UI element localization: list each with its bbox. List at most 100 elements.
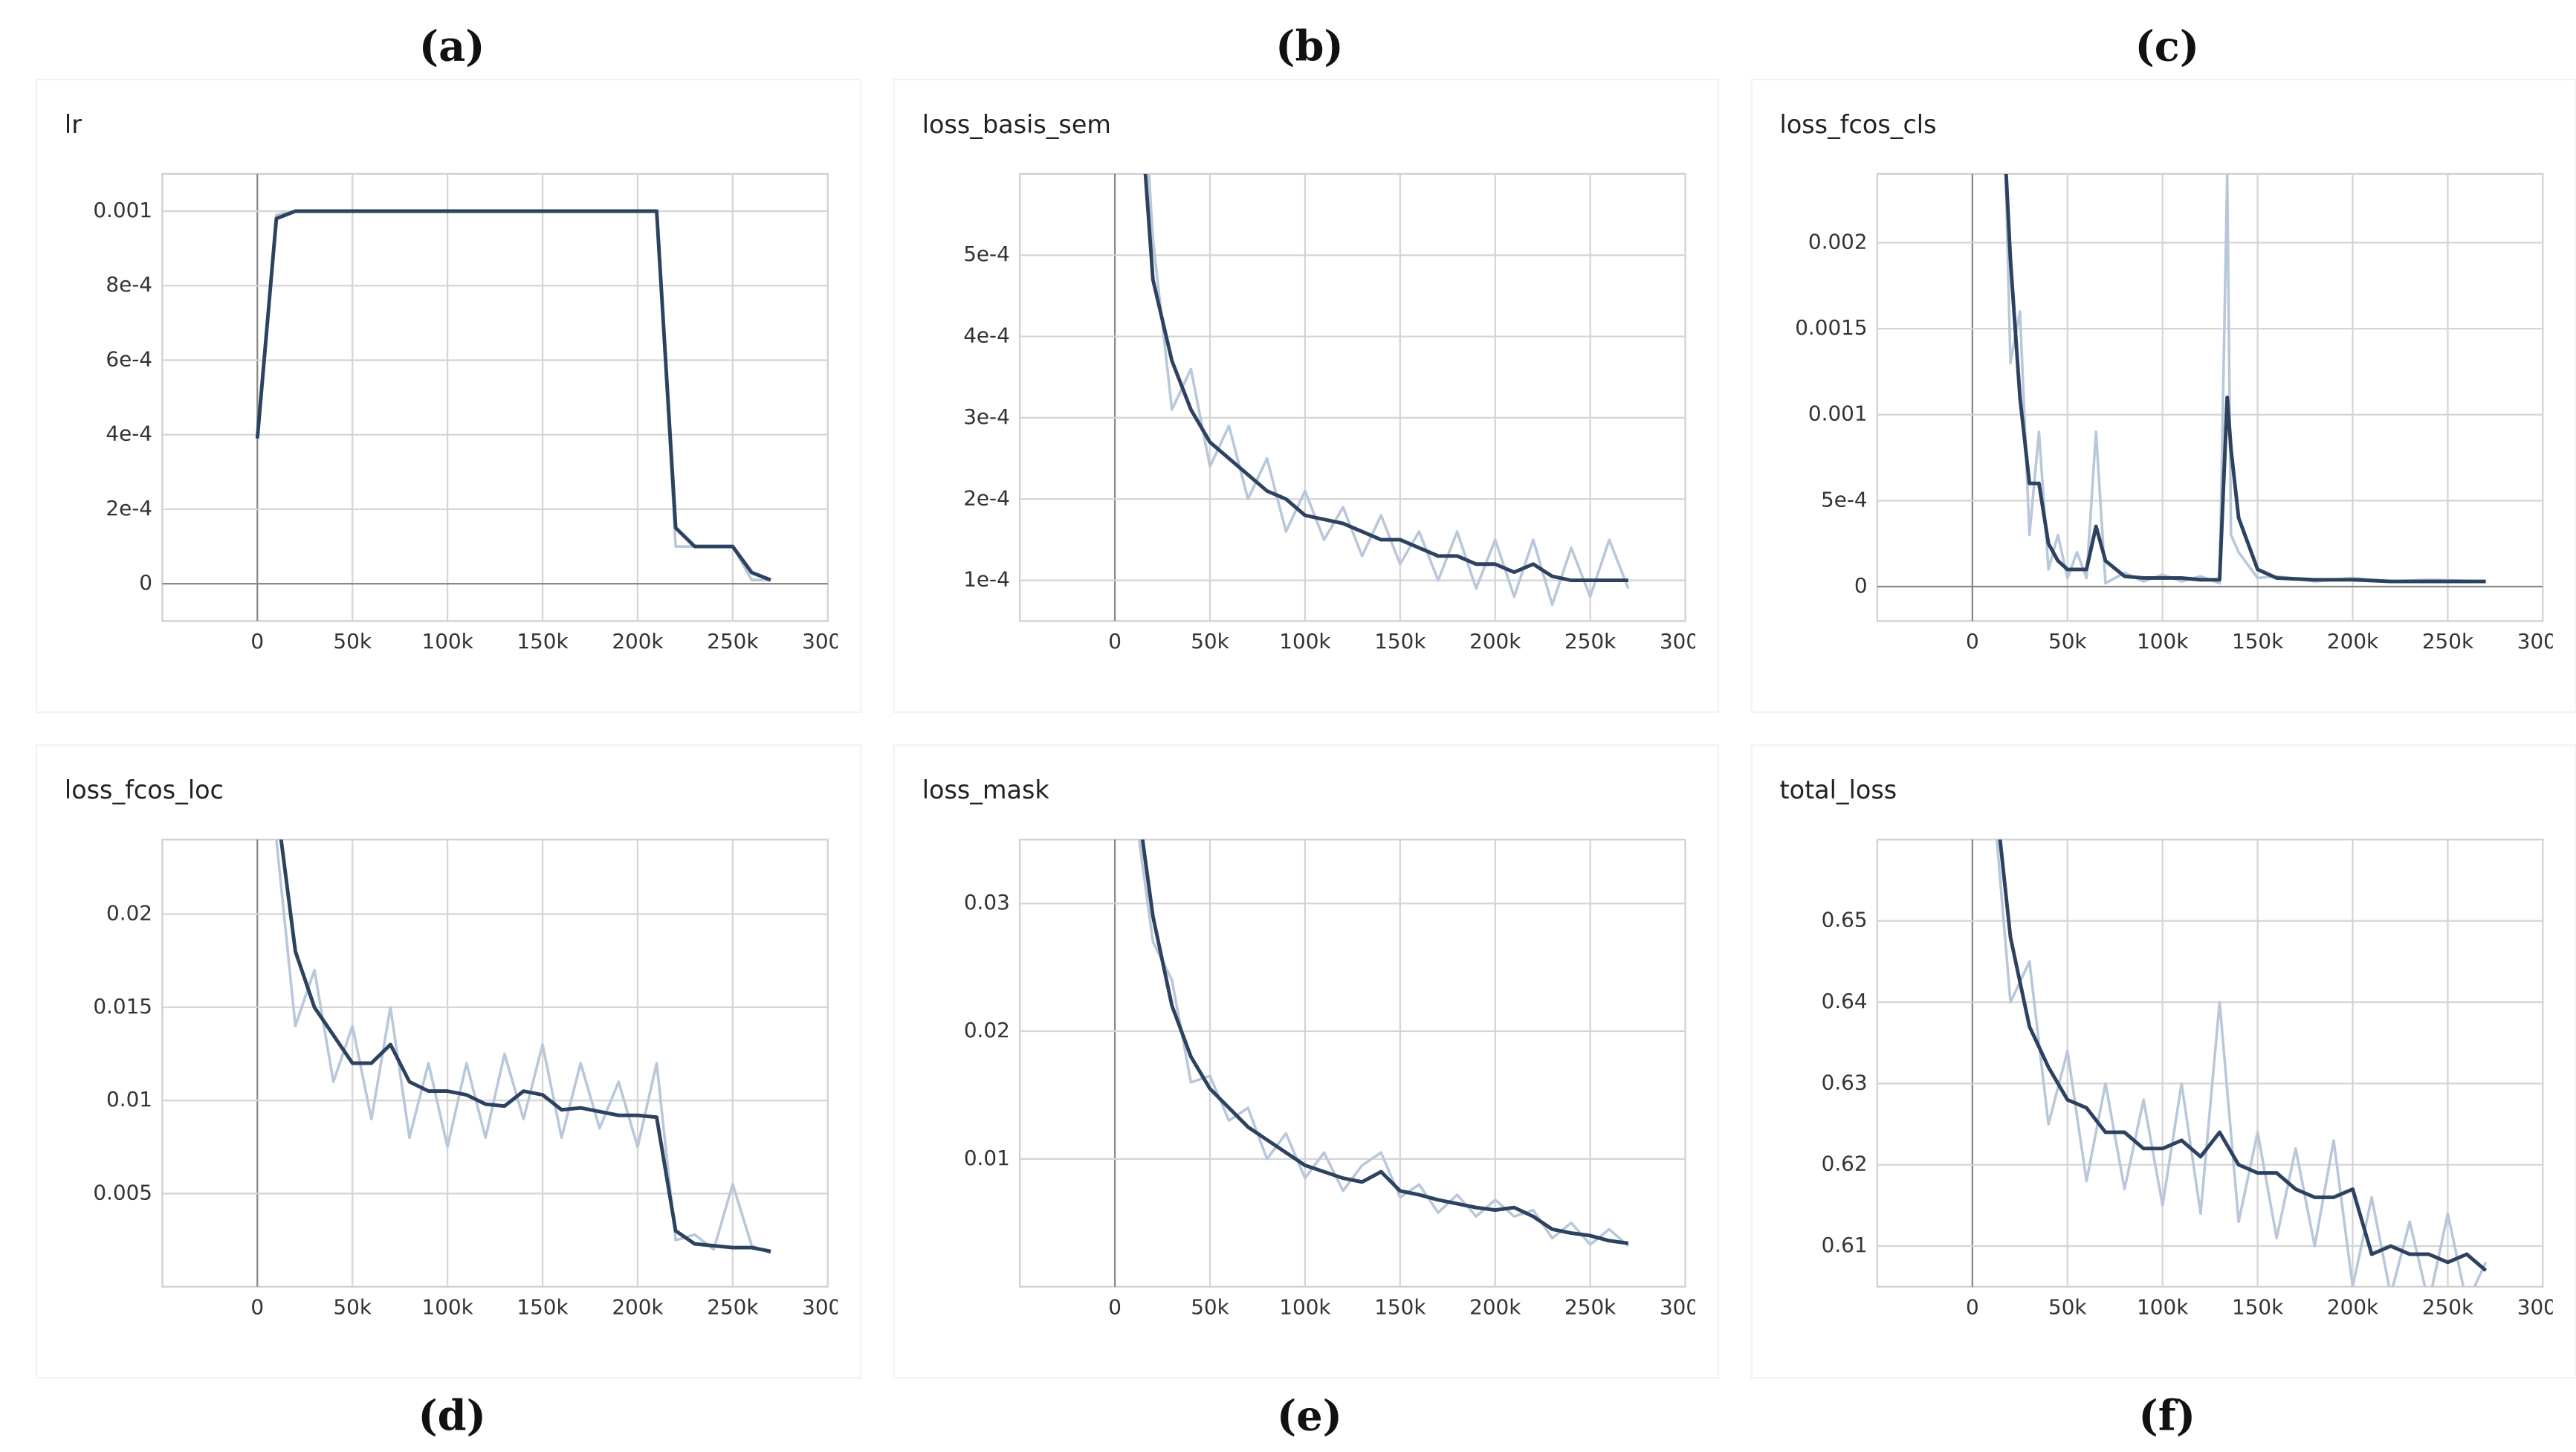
y-tick-label: 0.02 bbox=[964, 1018, 1010, 1042]
series-line bbox=[275, 839, 771, 1255]
x-tick-label: 50k bbox=[2048, 1295, 2087, 1320]
series-group bbox=[2004, 173, 2486, 585]
x-tick-label: 150k bbox=[517, 1295, 569, 1320]
chart-title: loss_fcos_cls bbox=[1780, 110, 1937, 139]
x-tick-labels: 0 50k 100k 150k 200k 250k 300k bbox=[1108, 629, 1712, 654]
series-line bbox=[1995, 839, 2488, 1287]
series-group bbox=[1137, 839, 1629, 1248]
chart-title: loss_basis_sem bbox=[922, 110, 1111, 139]
chart-panel: loss_fcos_loc 0 50k 100k 150k 200k 250k 300k 0.0… bbox=[35, 744, 862, 1379]
x-tick-labels: 0 50k 100k 150k 200k 250k 300k bbox=[1108, 1295, 1712, 1320]
series-group bbox=[1995, 839, 2488, 1287]
y-tick-label: 0.65 bbox=[1822, 908, 1868, 932]
series-line bbox=[1140, 839, 1629, 1245]
x-tick-label: 250k bbox=[1564, 629, 1617, 654]
y-tick-label: 0.002 bbox=[1808, 229, 1868, 254]
x-tick-label: 250k bbox=[707, 1295, 759, 1320]
y-tick-label: 8e-4 bbox=[106, 272, 152, 297]
panel-label: (f) bbox=[2138, 1393, 2195, 1441]
x-tick-label: 0 bbox=[250, 629, 264, 654]
series-group bbox=[255, 209, 771, 582]
x-tick-labels: 0 50k 100k 150k 200k 250k 300k bbox=[250, 1295, 854, 1320]
y-tick-label: 0 bbox=[1854, 573, 1868, 598]
x-tick-label: 100k bbox=[421, 629, 473, 654]
y-tick-label: 0.001 bbox=[1808, 401, 1868, 426]
y-tick-label: 3e-4 bbox=[963, 404, 1010, 429]
series-line bbox=[1998, 839, 2488, 1272]
x-tick-label: 100k bbox=[1279, 1295, 1331, 1320]
panel-label: (a) bbox=[419, 22, 485, 71]
panel-label: (d) bbox=[418, 1393, 486, 1441]
x-tick-label: 50k bbox=[2048, 629, 2087, 654]
x-tick-label: 200k bbox=[2327, 629, 2379, 654]
x-tick-label: 0 bbox=[250, 1295, 264, 1320]
y-tick-label: 2e-4 bbox=[963, 485, 1010, 510]
x-tick-label: 300k bbox=[2517, 1295, 2569, 1320]
panel-background bbox=[1750, 78, 2576, 713]
series-line bbox=[279, 839, 771, 1253]
panel-background bbox=[893, 78, 1720, 713]
y-tick-label: 4e-4 bbox=[963, 323, 1010, 348]
y-tick-label: 0.001 bbox=[93, 198, 152, 222]
x-tick-label: 150k bbox=[2232, 1295, 2284, 1320]
series-line bbox=[2004, 173, 2486, 584]
panel-background bbox=[893, 744, 1720, 1379]
y-tick-label: 0.64 bbox=[1822, 989, 1868, 1013]
x-tick-label: 150k bbox=[1374, 629, 1426, 654]
x-tick-label: 100k bbox=[2137, 629, 2189, 654]
chart-panel: lr 0 50k 100k 150k 200k 250k 300k 0 2e-4 4e-4 6e-4 8… bbox=[35, 78, 862, 713]
y-tick-label: 4e-4 bbox=[106, 422, 152, 446]
y-tick-label: 0.005 bbox=[93, 1180, 152, 1204]
x-tick-label: 200k bbox=[612, 629, 664, 654]
x-tick-label: 300k bbox=[1660, 629, 1712, 654]
x-tick-labels: 0 50k 100k 150k 200k 250k 300k bbox=[1966, 629, 2553, 654]
y-tick-label: 0.01 bbox=[106, 1087, 152, 1111]
y-tick-label: 1e-4 bbox=[963, 567, 1010, 592]
series-group bbox=[1143, 173, 1630, 607]
series-line bbox=[1143, 173, 1628, 583]
x-tick-label: 200k bbox=[2327, 1295, 2379, 1320]
x-tick-label: 300k bbox=[802, 629, 854, 654]
y-tick-label: 0.015 bbox=[93, 994, 152, 1019]
x-tick-label: 50k bbox=[1191, 629, 1229, 654]
chart-panel: loss_fcos_cls 0 50k 100k 150k 200k 250k 300k 0 5e… bbox=[1750, 78, 2576, 713]
x-tick-label: 200k bbox=[1469, 629, 1521, 654]
x-tick-label: 250k bbox=[707, 629, 759, 654]
x-tick-label: 100k bbox=[421, 1295, 473, 1320]
chart-title: loss_fcos_loc bbox=[65, 775, 224, 804]
x-tick-label: 0 bbox=[1108, 1295, 1122, 1320]
y-tick-label: 2e-4 bbox=[106, 496, 152, 520]
y-tick-label: 0.61 bbox=[1822, 1233, 1868, 1257]
x-tick-label: 0 bbox=[1108, 629, 1122, 654]
chart-panel: loss_mask 0 50k 100k 150k 200k 250k 300k 0.01 0.0… bbox=[893, 744, 1720, 1379]
x-tick-label: 300k bbox=[802, 1295, 854, 1320]
x-tick-labels: 0 50k 100k 150k 200k 250k 300k bbox=[250, 629, 854, 654]
x-tick-label: 0 bbox=[1966, 629, 1979, 654]
y-tick-label: 0.62 bbox=[1822, 1152, 1868, 1176]
x-tick-label: 200k bbox=[612, 1295, 664, 1320]
y-tick-label: 0.02 bbox=[106, 901, 152, 926]
x-tick-label: 250k bbox=[2422, 1295, 2474, 1320]
chart-panel: total_loss 0 50k 100k 150k 200k 250k 300k 0.61 0.… bbox=[1750, 744, 2576, 1379]
chart-title: lr bbox=[65, 110, 82, 139]
series-line bbox=[1148, 173, 1630, 607]
x-tick-label: 250k bbox=[1564, 1295, 1617, 1320]
x-tick-labels: 0 50k 100k 150k 200k 250k 300k bbox=[1966, 1295, 2569, 1320]
panel-background bbox=[35, 78, 862, 713]
panel-label: (b) bbox=[1275, 22, 1344, 71]
x-tick-label: 50k bbox=[333, 629, 372, 654]
x-tick-label: 100k bbox=[1279, 629, 1331, 654]
panel-label: (e) bbox=[1277, 1393, 1342, 1441]
y-tick-label: 0.0015 bbox=[1795, 315, 1867, 340]
y-tick-label: 5e-4 bbox=[1821, 487, 1868, 512]
panel-background bbox=[35, 744, 862, 1379]
x-tick-label: 0 bbox=[1966, 1295, 1979, 1320]
series-group bbox=[275, 839, 771, 1255]
y-tick-label: 0.01 bbox=[964, 1146, 1010, 1170]
x-tick-label: 300k bbox=[1660, 1295, 1712, 1320]
y-tick-label: 0.63 bbox=[1822, 1070, 1868, 1094]
series-line bbox=[1137, 839, 1629, 1248]
x-tick-label: 150k bbox=[517, 629, 569, 654]
y-tick-label: 5e-4 bbox=[963, 242, 1010, 266]
